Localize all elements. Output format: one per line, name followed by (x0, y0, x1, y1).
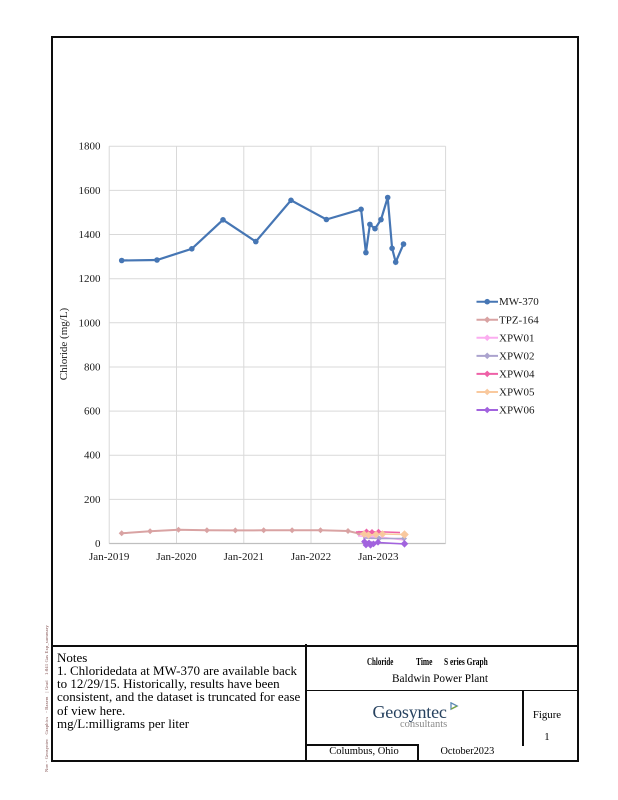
svg-text:1400: 1400 (79, 229, 102, 241)
svg-text:Jan-2019: Jan-2019 (89, 551, 130, 563)
svg-text:Jan-2021: Jan-2021 (224, 551, 264, 563)
svg-text:0: 0 (95, 538, 101, 550)
svg-text:MW-370: MW-370 (499, 296, 539, 308)
svg-text:600: 600 (84, 406, 101, 418)
svg-text:400: 400 (84, 450, 101, 462)
svg-text:XPW05: XPW05 (499, 386, 535, 398)
svg-text:1800: 1800 (79, 141, 102, 153)
svg-text:1000: 1000 (79, 317, 102, 329)
svg-text:1600: 1600 (79, 185, 102, 197)
svg-text:800: 800 (84, 362, 101, 374)
svg-text:TPZ-164: TPZ-164 (499, 314, 539, 326)
svg-text:XPW02: XPW02 (499, 350, 534, 362)
svg-text:XPW06: XPW06 (499, 405, 535, 417)
svg-text:XPW04: XPW04 (499, 368, 535, 380)
svg-text:Jan-2020: Jan-2020 (156, 551, 197, 563)
svg-text:200: 200 (84, 494, 101, 506)
svg-text:1200: 1200 (79, 273, 102, 285)
svg-text:Jan-2022: Jan-2022 (291, 551, 331, 563)
svg-text:Chloride (mg/L): Chloride (mg/L) (58, 307, 70, 380)
svg-text:XPW01: XPW01 (499, 332, 534, 344)
svg-text:Jan-2023: Jan-2023 (358, 551, 399, 563)
